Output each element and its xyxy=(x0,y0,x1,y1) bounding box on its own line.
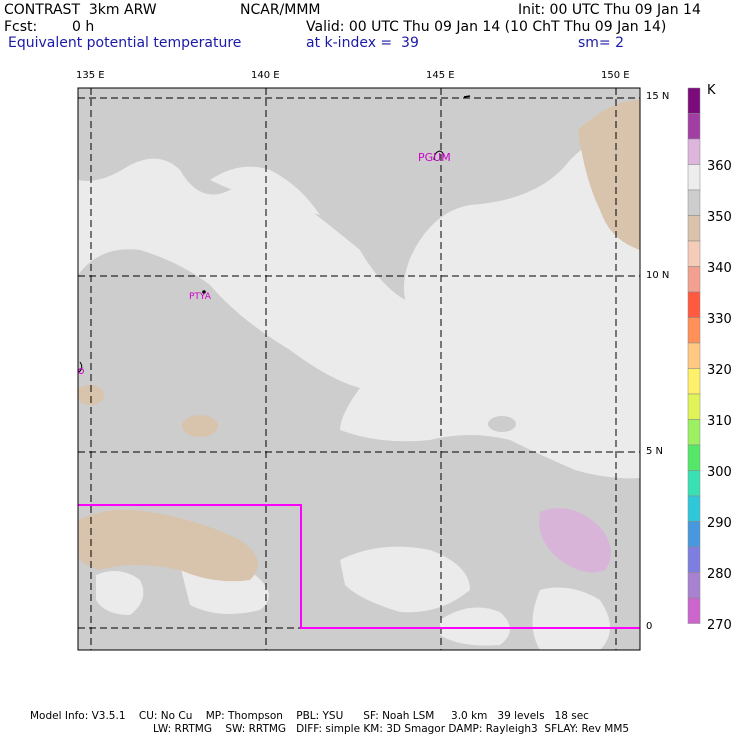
field-light-south-3 xyxy=(96,571,144,615)
colorbar-swatch xyxy=(687,419,701,446)
colorbar-label-320: 320 xyxy=(707,363,732,378)
colorbar-swatch xyxy=(687,138,701,165)
colorbar-swatch xyxy=(687,215,701,242)
init-time: Init: 00 UTC Thu 09 Jan 14 xyxy=(518,2,701,18)
lat-label-10n: 10 N xyxy=(646,270,670,281)
island-coastline xyxy=(463,95,471,98)
field-name: Equivalent potential temperature xyxy=(8,35,242,51)
colorbar-swatch xyxy=(687,597,701,624)
colorbar-label-270: 270 xyxy=(707,618,732,633)
level-label: at k-index = 39 xyxy=(306,35,419,51)
field-tan-small xyxy=(182,415,218,437)
colorbar-swatch xyxy=(687,546,701,573)
field-light-patch xyxy=(210,166,320,215)
model-title: CONTRAST 3km ARW xyxy=(4,2,157,18)
colorbar xyxy=(687,87,701,624)
map-grid xyxy=(78,88,640,650)
colorbar-swatch xyxy=(687,189,701,216)
colorbar-swatch xyxy=(687,342,701,369)
colorbar-label-340: 340 xyxy=(707,261,732,276)
colorbar-swatch xyxy=(687,521,701,548)
map-frame xyxy=(77,87,641,651)
colorbar-label-280: 280 xyxy=(707,567,732,582)
field-tan-northeast xyxy=(578,100,640,250)
colorbar-swatch xyxy=(687,470,701,497)
colorbar-swatch xyxy=(687,393,701,420)
lat-label-15n: 15 N xyxy=(646,91,670,102)
lon-label-145: 145 E xyxy=(426,70,455,81)
org-label: NCAR/MMM xyxy=(240,2,321,18)
footer-model-info: Model Info: V3.5.1 CU: No Cu MP: Thompso… xyxy=(30,710,589,722)
colorbar-swatch xyxy=(687,291,701,318)
colorbar-swatch xyxy=(687,113,701,140)
station-label-pgum: PGUM xyxy=(418,151,451,164)
station-label-ptya: PTYA xyxy=(189,292,212,302)
field-gray-blob xyxy=(488,416,516,432)
field-light-south-1 xyxy=(340,546,470,613)
field-tan-west xyxy=(78,385,104,405)
lon-label-140: 140 E xyxy=(251,70,280,81)
colorbar-unit: K xyxy=(707,83,716,98)
colorbar-label-290: 290 xyxy=(707,516,732,531)
colorbar-label-360: 360 xyxy=(707,159,732,174)
lat-label-5n: 5 N xyxy=(646,446,664,457)
colorbar-label-300: 300 xyxy=(707,465,732,480)
lon-label-135: 135 E xyxy=(76,70,105,81)
colorbar-swatch xyxy=(687,240,701,267)
field-gray-speck xyxy=(458,466,464,469)
colorbar-label-310: 310 xyxy=(707,414,732,429)
field-tan-southwest xyxy=(78,509,258,582)
footer-physics-info: LW: RRTMG SW: RRTMG DIFF: simple KM: 3D … xyxy=(153,723,630,735)
colorbar-swatch xyxy=(687,368,701,395)
map-fields xyxy=(78,88,640,650)
field-light-south-5 xyxy=(532,587,610,650)
colorbar-label-350: 350 xyxy=(707,210,732,225)
field-light-south-4 xyxy=(440,607,510,646)
colorbar-swatch xyxy=(687,495,701,522)
colorbar-swatch xyxy=(687,87,701,114)
west-coastline xyxy=(78,361,83,373)
valid-time: Valid: 00 UTC Thu 09 Jan 14 (10 ChT Thu … xyxy=(306,19,667,35)
field-lavender-patch xyxy=(539,508,612,573)
station-dot-ptya xyxy=(202,290,206,294)
colorbar-swatch xyxy=(687,572,701,599)
field-gray-north xyxy=(78,88,640,300)
fcst-value: 0 h xyxy=(72,19,95,35)
colorbar-label-330: 330 xyxy=(707,312,732,327)
fcst-label: Fcst: xyxy=(4,19,38,35)
colorbar-swatch xyxy=(687,317,701,344)
colorbar-swatch xyxy=(687,164,701,191)
colorbar-swatch xyxy=(687,444,701,471)
lat-label-0: 0 xyxy=(646,621,653,632)
smooth-label: sm= 2 xyxy=(578,35,625,51)
inset-domain-box xyxy=(78,504,640,629)
lon-label-150: 150 E xyxy=(601,70,630,81)
colorbar-swatch xyxy=(687,266,701,293)
guam-coastline xyxy=(433,150,444,161)
